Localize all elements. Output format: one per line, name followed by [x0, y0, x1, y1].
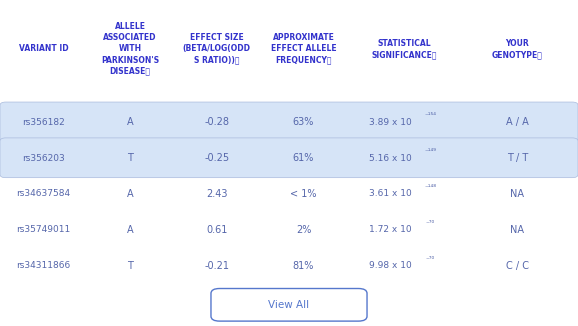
Text: T / T: T / T [507, 153, 528, 163]
Text: 3.61 x 10: 3.61 x 10 [369, 189, 412, 199]
Text: APPROXIMATE
EFFECT ALLELE
FREQUENCYⓘ: APPROXIMATE EFFECT ALLELE FREQUENCYⓘ [271, 33, 336, 65]
Text: 63%: 63% [293, 117, 314, 127]
FancyBboxPatch shape [0, 102, 578, 142]
Text: 81%: 81% [293, 261, 314, 271]
Text: View All: View All [268, 300, 310, 310]
Text: YOUR
GENOTYPEⓘ: YOUR GENOTYPEⓘ [492, 39, 543, 59]
Text: T: T [127, 261, 133, 271]
Text: 1.72 x 10: 1.72 x 10 [369, 225, 412, 234]
Text: ⁻⁷⁰: ⁻⁷⁰ [426, 221, 435, 227]
Text: rs356182: rs356182 [22, 118, 65, 127]
Text: ⁻¹⁴⁸: ⁻¹⁴⁸ [425, 185, 436, 191]
Text: ALLELE
ASSOCIATED
WITH
PARKINSON'S
DISEASEⓘ: ALLELE ASSOCIATED WITH PARKINSON'S DISEA… [101, 22, 159, 76]
Text: NA: NA [510, 225, 524, 235]
Text: rs35749011: rs35749011 [16, 225, 71, 234]
Text: C / C: C / C [506, 261, 529, 271]
Text: T: T [127, 153, 133, 163]
Text: 9.98 x 10: 9.98 x 10 [369, 261, 412, 270]
Text: rs34637584: rs34637584 [16, 189, 71, 199]
Text: ⁻¹⁵⁴: ⁻¹⁵⁴ [425, 113, 436, 119]
Text: rs34311866: rs34311866 [16, 261, 71, 270]
Text: < 1%: < 1% [290, 189, 317, 199]
Text: STATISTICAL
SIGNIFICANCEⓘ: STATISTICAL SIGNIFICANCEⓘ [372, 39, 438, 59]
FancyBboxPatch shape [0, 138, 578, 178]
Text: rs356203: rs356203 [22, 154, 65, 163]
Text: ⁻¹⁴⁹: ⁻¹⁴⁹ [425, 149, 436, 155]
Text: A: A [127, 189, 134, 199]
Text: -0.21: -0.21 [204, 261, 229, 271]
Text: A: A [127, 117, 134, 127]
Text: ⁻⁷⁰: ⁻⁷⁰ [426, 257, 435, 263]
Text: NA: NA [510, 189, 524, 199]
Text: -0.25: -0.25 [204, 153, 229, 163]
Text: VARIANT ID: VARIANT ID [18, 44, 68, 53]
Text: 2%: 2% [296, 225, 311, 235]
Text: A: A [127, 225, 134, 235]
Text: 61%: 61% [293, 153, 314, 163]
Text: A / A: A / A [506, 117, 529, 127]
FancyBboxPatch shape [211, 289, 367, 321]
Text: 2.43: 2.43 [206, 189, 228, 199]
Text: -0.28: -0.28 [204, 117, 229, 127]
Text: EFFECT SIZE
(BETA/LOG(ODD
S RATIO))ⓘ: EFFECT SIZE (BETA/LOG(ODD S RATIO))ⓘ [183, 33, 251, 65]
Text: 3.89 x 10: 3.89 x 10 [369, 118, 412, 127]
Text: 5.16 x 10: 5.16 x 10 [369, 154, 412, 163]
Text: 0.61: 0.61 [206, 225, 227, 235]
